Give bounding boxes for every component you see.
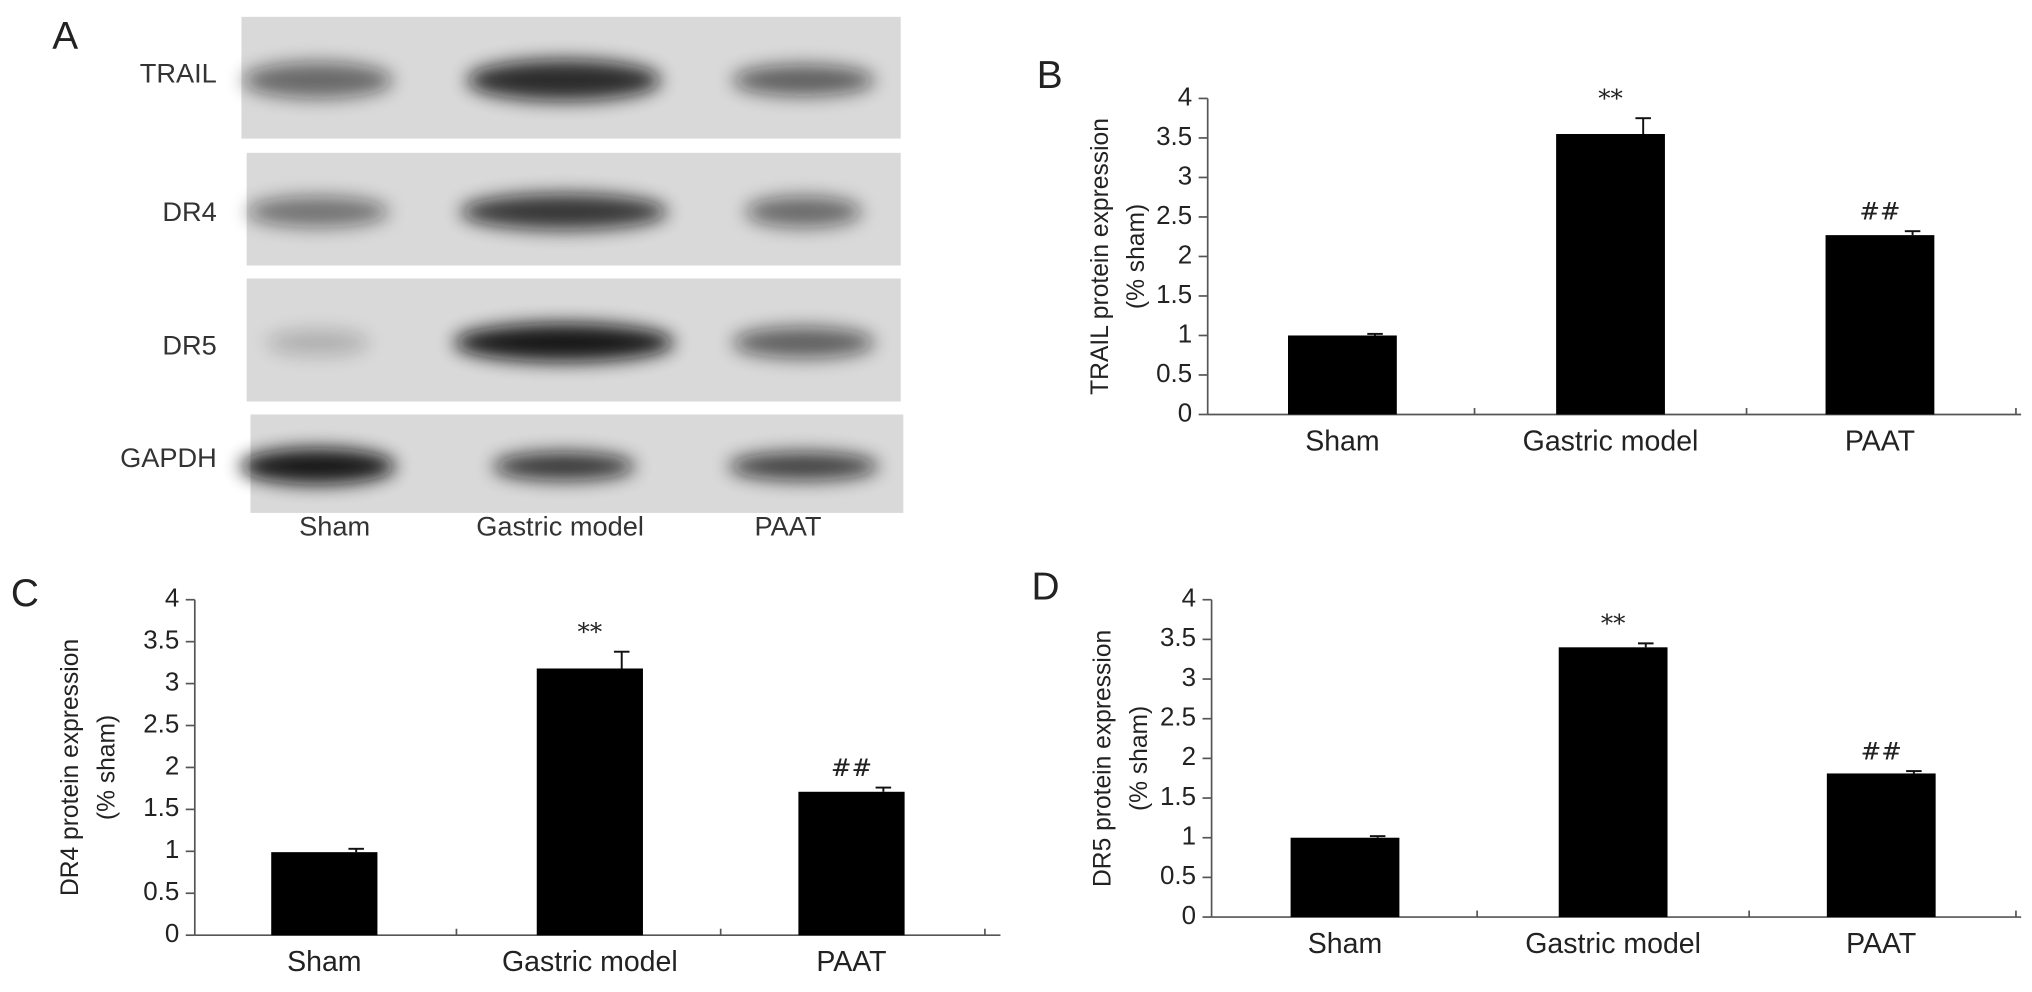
significance-mark: ## [1861,736,1902,765]
x-tick-label: Gastric model [1525,928,1701,960]
x-tick-label: Gastric model [502,946,678,978]
bar [1558,647,1668,918]
y-tick-label: 2.5 [1160,704,1196,732]
y-tick-label: 0.5 [1156,360,1192,388]
blot-band [745,196,862,228]
y-axis-label: TRAIL protein expression [1087,118,1114,395]
significance-mark: ## [1859,197,1900,226]
blot-band [732,64,875,96]
blot-band [732,327,875,359]
y-tick-label: 2.5 [1156,202,1192,230]
blot-band [453,323,675,363]
panel-label: D [1032,566,1060,609]
x-tick-label: Gastric model [1523,426,1699,458]
y-axis-label: (% sham) [1123,204,1150,309]
blot-band [246,196,390,228]
x-tick-label: PAAT [816,946,886,978]
bar [1826,773,1936,918]
blot-lane-label: Gastric model [476,511,644,542]
y-tick-label: 1.5 [1156,281,1192,309]
y-tick-label: 0.5 [1160,862,1196,890]
bar [798,791,905,936]
y-axis-label: (% sham) [1126,706,1153,811]
blot-band [466,59,662,102]
y-tick-label: 2.5 [143,710,179,738]
bar [1290,837,1400,918]
y-tick-label: 1 [1182,823,1196,851]
y-tick-label: 0 [1182,902,1196,930]
blot-row-label: TRAIL [140,57,217,88]
y-tick-label: 3.5 [1160,624,1196,652]
significance-mark: ** [578,617,603,646]
y-tick-label: 3 [165,668,179,696]
y-axis-label: DR5 protein expression [1090,630,1117,887]
y-tick-label: 3 [1178,162,1192,190]
panel-label: C [11,572,39,615]
y-tick-label: 2 [1178,241,1192,269]
blot-band [460,193,668,230]
blot-lane-label: Sham [299,511,370,542]
bar [1556,133,1665,415]
blot-band [728,452,879,481]
x-tick-label: PAAT [1846,928,1916,960]
y-tick-label: 1.5 [1160,783,1196,811]
y-axis-label: DR4 protein expression [57,639,84,896]
y-tick-label: 1.5 [143,794,179,822]
bar [271,852,378,936]
y-tick-label: 1 [165,836,179,864]
y-tick-label: 0.5 [143,878,179,906]
blot-row-label: DR4 [162,196,216,227]
panel-label: B [1037,54,1063,97]
blot-band [240,448,396,485]
y-tick-label: 4 [165,585,179,613]
blot-band [492,452,636,481]
y-tick-label: 2 [1182,743,1196,771]
y-tick-label: 0 [1178,399,1192,427]
y-tick-label: 3.5 [1156,123,1192,151]
panel-label: A [52,15,78,58]
y-tick-label: 2 [165,752,179,780]
significance-mark: ** [1598,84,1623,113]
significance-mark: ** [1601,609,1626,638]
x-tick-label: Sham [1305,426,1379,458]
y-tick-label: 4 [1182,585,1196,613]
y-tick-label: 3.5 [143,626,179,654]
blot-row-label: GAPDH [120,442,217,473]
blot-band [242,62,393,99]
y-axis-label: (% sham) [94,715,121,820]
blot-lane-label: PAAT [755,511,822,542]
x-tick-label: Sham [1308,928,1382,960]
x-tick-label: Sham [287,946,361,978]
bar [536,668,643,936]
significance-mark: ## [831,753,872,782]
y-tick-label: 0 [165,920,179,948]
y-tick-label: 3 [1182,664,1196,692]
y-tick-label: 1 [1178,320,1192,348]
x-tick-label: PAAT [1845,426,1915,458]
y-tick-label: 4 [1178,83,1192,111]
bar [1288,335,1397,415]
blot-row-label: DR5 [162,329,216,360]
bar [1825,235,1935,415]
blot-band [266,329,370,356]
